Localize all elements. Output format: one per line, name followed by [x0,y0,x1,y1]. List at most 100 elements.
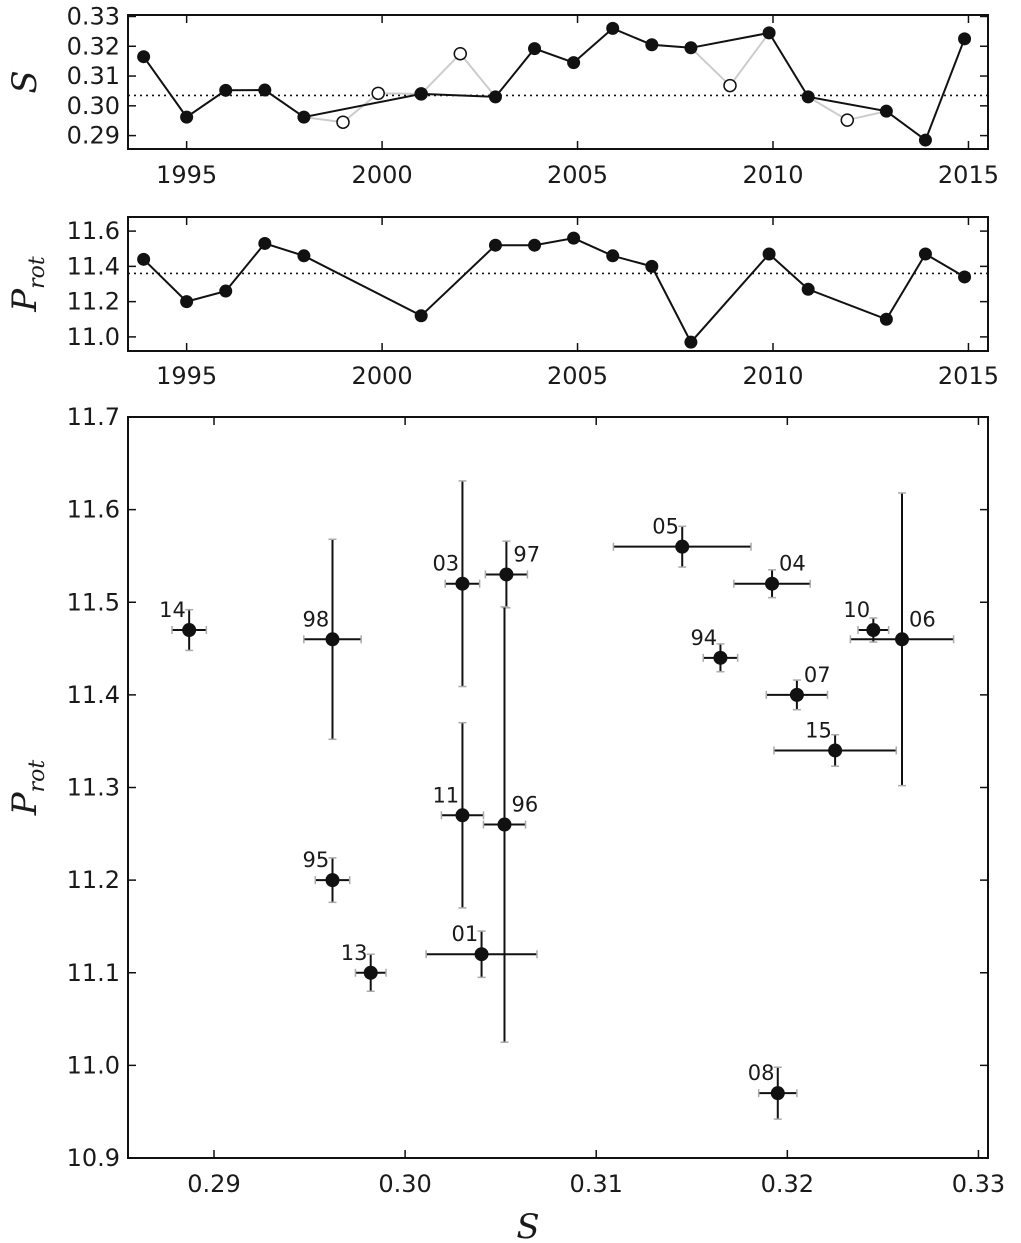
y-tick-label: 11.0 [67,323,120,351]
y-tick-label: 11.0 [67,1051,120,1079]
data-point [258,83,272,97]
data-point [918,133,932,147]
data-point [918,247,932,261]
x-tick-label: 2010 [742,161,803,189]
y-tick-label: 11.4 [67,681,120,709]
point-year-label: 06 [909,607,936,631]
point-year-label: 97 [513,542,540,566]
scatter-point [474,947,489,962]
point-year-label: 14 [159,598,186,622]
x-tick-label: 0.31 [570,1170,623,1198]
point-year-label: 08 [748,1061,775,1085]
y-axis-label: S [5,70,45,93]
scatter-point [765,576,780,591]
scatter-point [789,687,804,702]
point-year-label: 05 [652,515,679,539]
open-data-point [723,78,737,93]
point-year-label: 01 [452,922,479,946]
x-tick-label: 1995 [156,362,217,390]
x-tick-label: 2000 [352,362,413,390]
data-point [958,32,972,46]
data-point [137,252,151,266]
scatter-point [325,873,340,888]
scatter-point [895,632,909,647]
data-point [488,90,502,104]
data-point [528,238,542,252]
point-year-label: 13 [341,941,368,965]
scatter-point [828,743,843,758]
data-point [258,236,272,250]
prot-vs-s-scatter-panel: 0.29 0.30 0.31 0.32 0.33 10.9 11.0 11.1 11.2 11.3… [5,403,1005,1243]
point-year-label: 04 [779,552,806,576]
data-point [645,259,659,273]
y-tick-label: 0.31 [67,62,120,90]
y-tick-label: 0.29 [67,122,120,150]
plot-frame [127,14,989,150]
y-tick-label: 11.1 [67,959,120,987]
scatter-point [770,1086,785,1101]
data-point [762,26,776,40]
data-point [801,90,815,104]
point-year-label: 07 [804,663,831,687]
data-point [606,249,620,263]
scatter-point [182,623,197,638]
scatter-point [675,539,690,554]
data-point [645,38,659,52]
data-point [762,247,776,261]
data-point [958,270,972,284]
y-tick-label: 11.2 [67,288,120,316]
y-axis-label-subscript: rot [25,760,50,793]
y-axis-label: Prot [5,256,50,313]
x-tick-label: 0.30 [378,1170,431,1198]
y-tick-label: 0.32 [67,32,120,60]
scatter-point [455,576,470,591]
data-point [567,56,581,70]
x-tick-label: 0.32 [761,1170,814,1198]
x-axis-label: S [516,1207,539,1243]
data-point [219,83,233,97]
data-point [528,42,542,56]
data-point [297,249,311,263]
prot-timeseries-panel: 1995 2000 2005 2010 2015 11.0 11.2 11.4 11.6 Prot [5,216,999,390]
data-point [414,87,428,101]
open-data-point [371,86,385,101]
data-point [606,21,620,35]
data-point [180,295,194,309]
scatter-point [455,808,470,823]
x-tick-label: 1995 [156,161,217,189]
data-point [684,41,698,55]
data-point [801,282,815,296]
data-point [684,335,698,349]
y-tick-label: 11.6 [67,217,120,245]
x-tick-label: 2015 [938,362,999,390]
scatter-point [363,965,378,980]
x-tick-label: 2000 [352,161,413,189]
y-tick-label: 11.6 [67,496,120,524]
data-point [414,309,428,323]
plot-frame [127,416,989,1159]
point-year-label: 10 [843,598,870,622]
point-year-label: 95 [302,848,329,872]
data-point [137,50,151,64]
y-tick-label: 11.2 [67,866,120,894]
point-year-label: 15 [805,718,832,742]
open-data-point [336,115,350,129]
point-year-label: 11 [432,783,459,807]
y-tick-label: 11.7 [67,403,120,431]
data-point [219,284,233,298]
y-tick-label: 11.5 [67,588,120,616]
open-data-point [453,46,468,61]
plot-frame [127,216,989,352]
scatter-point [866,623,881,638]
y-tick-label: 11.3 [67,774,120,802]
y-tick-label: 0.30 [67,92,120,120]
x-tick-label: 2005 [547,362,608,390]
series-line [142,237,966,344]
point-year-label: 03 [432,552,459,576]
s-timeseries-panel: 1995 2000 2005 2010 2015 0.290.300.310.320.33… [5,2,999,189]
y-tick-label: 0.33 [67,2,120,30]
point-year-label: 96 [511,793,538,817]
x-tick-label: 2005 [547,161,608,189]
y-axis-label-subscript: rot [25,256,50,289]
